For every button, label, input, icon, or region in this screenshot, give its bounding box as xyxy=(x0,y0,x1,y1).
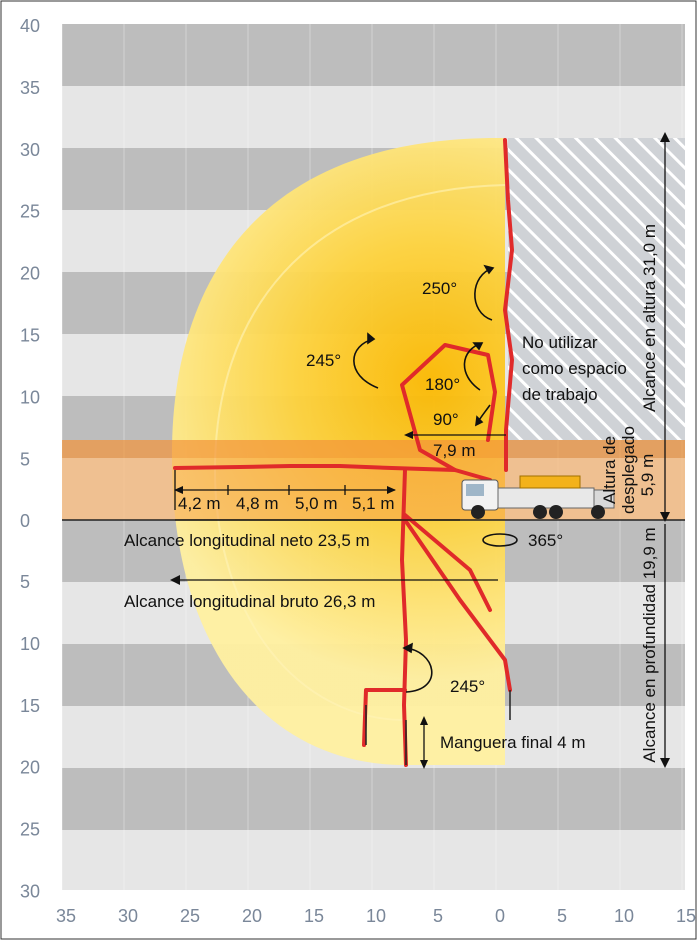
angle-90-label: 90° xyxy=(433,410,459,429)
y-tick-label: 30 xyxy=(20,140,40,160)
y-tick-label: 30 xyxy=(20,882,40,902)
truck-icon xyxy=(461,475,615,519)
y-tick-label: 5 xyxy=(20,572,30,592)
x-tick-label: 5 xyxy=(433,906,443,926)
y-tick-label: 25 xyxy=(20,820,40,840)
grid-band xyxy=(62,768,685,830)
x-tick-label: 35 xyxy=(56,906,76,926)
gross-reach-label: Alcance longitudinal bruto 26,3 m xyxy=(124,592,375,611)
x-tick-label: 25 xyxy=(180,906,200,926)
segment-4-8-label: 4,8 m xyxy=(236,494,279,513)
x-tick-label: 15 xyxy=(676,906,696,926)
y-tick-label: 10 xyxy=(20,387,40,407)
y-tick-label: 10 xyxy=(20,634,40,654)
segment-5-1-label: 5,1 m xyxy=(352,494,395,513)
segment-4-2-label: 4,2 m xyxy=(178,494,221,513)
y-tick-label: 20 xyxy=(20,264,40,284)
angle-245-bottom-label: 245° xyxy=(450,677,485,696)
segment-5-0-label: 5,0 m xyxy=(295,494,338,513)
y-tick-label: 20 xyxy=(20,758,40,778)
y-tick-label: 15 xyxy=(20,696,40,716)
x-tick-label: 20 xyxy=(242,906,262,926)
y-tick-label: 35 xyxy=(20,78,40,98)
no-use-line-3: de trabajo xyxy=(522,385,598,404)
unfold-height-line-3: 5,9 m xyxy=(638,454,657,497)
rotation-arrows xyxy=(353,264,518,693)
y-tick-label: 40 xyxy=(20,16,40,36)
height-reach-label: Alcance en altura 31,0 m xyxy=(640,224,659,412)
x-tick-label: 15 xyxy=(304,906,324,926)
net-reach-label: Alcance longitudinal neto 23,5 m xyxy=(124,531,370,550)
depth-reach-label: Alcance en profundidad 19,9 m xyxy=(640,527,659,762)
hose-label: Manguera final 4 m xyxy=(440,733,586,752)
y-tick-label: 0 xyxy=(20,511,30,531)
unfold-height-line-1: Altura de xyxy=(600,436,619,504)
y-tick-label: 15 xyxy=(20,326,40,346)
y-ticks-upper: 40 35 30 25 20 15 10 5 0 xyxy=(20,16,40,531)
angle-245-top-label: 245° xyxy=(306,351,341,370)
unfold-height-line-2: desplegado xyxy=(619,426,638,514)
dim-7-9-label: 7,9 m xyxy=(433,441,476,460)
no-use-area xyxy=(508,138,685,440)
x-tick-label: 30 xyxy=(118,906,138,926)
x-tick-label: 5 xyxy=(557,906,567,926)
dimension-lines xyxy=(170,132,670,769)
x-tick-label: 10 xyxy=(366,906,386,926)
angle-180-label: 180° xyxy=(425,375,460,394)
rotation-365-label: 365° xyxy=(528,531,563,550)
y-tick-label: 5 xyxy=(20,449,30,469)
angle-250-label: 250° xyxy=(422,279,457,298)
x-tick-label: 10 xyxy=(614,906,634,926)
grid-band xyxy=(62,24,685,86)
boom xyxy=(173,138,514,767)
y-tick-label: 25 xyxy=(20,202,40,222)
boom-dark-accents xyxy=(365,690,511,765)
y-ticks-lower: 5 10 15 20 25 30 xyxy=(20,572,40,902)
grid-band xyxy=(62,830,685,890)
no-use-line-1: No utilizar xyxy=(522,333,598,352)
x-ticks: 35 30 25 20 15 10 5 0 5 10 15 xyxy=(56,906,696,926)
x-tick-label: 0 xyxy=(495,906,505,926)
grid-band xyxy=(62,86,685,148)
unfold-height-band-top xyxy=(62,440,685,458)
no-use-line-2: como espacio xyxy=(522,359,627,378)
